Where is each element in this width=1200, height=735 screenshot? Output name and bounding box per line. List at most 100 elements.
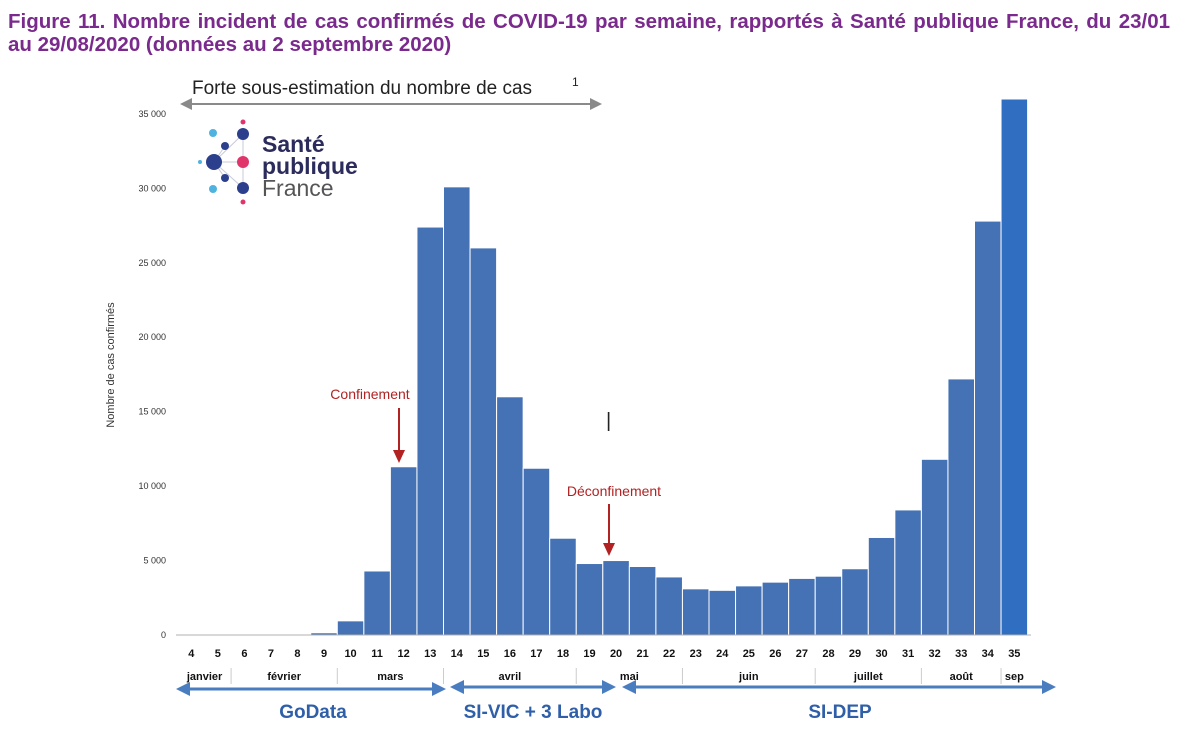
y-tick-label: 30 000	[138, 183, 166, 193]
month-label-0: janvier	[186, 671, 223, 683]
month-label-8: sep	[1005, 671, 1024, 683]
week-label-8: 8	[294, 648, 300, 660]
confinement-arrow-head	[393, 450, 405, 463]
banner-superscript: 1	[572, 75, 579, 89]
deconfinement-label: Déconfinement	[567, 483, 661, 499]
week-label-7: 7	[268, 648, 274, 660]
week-label-23: 23	[690, 648, 702, 660]
bar-week-12	[389, 466, 418, 636]
bars	[310, 98, 1029, 636]
week-label-18: 18	[557, 648, 569, 660]
sivic-arrow-left-head	[450, 680, 464, 694]
week-label-15: 15	[477, 648, 489, 660]
week-label-29: 29	[849, 648, 861, 660]
week-label-34: 34	[982, 648, 995, 660]
bar-week-25	[735, 585, 763, 636]
godata-arrow-left-head	[176, 682, 190, 696]
godata-arrow-right-head	[432, 682, 446, 696]
bar-week-16	[496, 396, 524, 636]
bar-week-14	[443, 186, 471, 636]
week-label-20: 20	[610, 648, 622, 660]
week-label-30: 30	[875, 648, 887, 660]
sivic-arrow-right-head	[602, 680, 616, 694]
underestimation-banner: Forte sous-estimation du nombre de cas 1	[180, 75, 602, 110]
month-label-7: août	[950, 671, 974, 683]
month-label-4: mai	[620, 671, 639, 683]
banner-arrow-left-head	[180, 98, 192, 110]
system-label-sivic: SI-VIC + 3 Labo	[464, 702, 603, 723]
y-tick-label: 35 000	[138, 109, 166, 119]
logo-line-2: publique	[262, 153, 358, 179]
logo-molecule-icon	[198, 119, 249, 205]
bar-week-31	[894, 509, 922, 636]
y-tick-label: 0	[161, 630, 166, 640]
month-label-2: mars	[377, 671, 403, 683]
bar-week-35	[1000, 98, 1029, 636]
month-label-5: juin	[738, 671, 759, 683]
week-label-24: 24	[716, 648, 729, 660]
week-label-13: 13	[424, 648, 436, 660]
bar-week-13	[416, 226, 445, 636]
month-label-1: février	[267, 671, 301, 683]
bar-week-27	[788, 577, 816, 636]
sidep-arrow-left-head	[622, 680, 636, 694]
week-label-10: 10	[344, 648, 356, 660]
bar-week-23	[681, 588, 710, 636]
y-axis-label: Nombre de cas confirmés	[105, 302, 117, 428]
week-label-28: 28	[822, 648, 834, 660]
y-tick-label: 10 000	[138, 481, 166, 491]
week-label-4: 4	[188, 648, 195, 660]
week-label-9: 9	[321, 648, 327, 660]
y-tick-label: 25 000	[138, 258, 166, 268]
week-label-14: 14	[451, 648, 464, 660]
system-label-sidep: SI-DEP	[808, 702, 872, 723]
y-tick-label: 5 000	[143, 556, 166, 566]
system-label-godata: GoData	[279, 702, 347, 723]
sidep-arrow-right-head	[1042, 680, 1056, 694]
bar-week-28	[814, 575, 843, 636]
figure-title: Figure 11. Nombre incident de cas confir…	[8, 10, 1170, 56]
sante-publique-france-logo: Santé publique France	[198, 119, 358, 205]
week-label-6: 6	[241, 648, 247, 660]
y-tick-label: 20 000	[138, 332, 166, 342]
week-label-35: 35	[1008, 648, 1020, 660]
confinement-label: Confinement	[330, 386, 409, 402]
week-label-16: 16	[504, 648, 516, 660]
month-label-3: avril	[499, 671, 522, 683]
bar-week-19	[575, 563, 604, 636]
week-label-33: 33	[955, 648, 967, 660]
text-cursor-mark: |	[606, 410, 611, 432]
week-label-27: 27	[796, 648, 808, 660]
bar-week-17	[522, 467, 551, 636]
bar-week-21	[628, 566, 657, 636]
week-label-12: 12	[398, 648, 410, 660]
bar-week-30	[867, 536, 896, 636]
x-axis-week-labels: 4 5 6 7 8 9 10 11 12 13 14 15 16 17 18 19 20 21 22 23 24 25 26…	[188, 648, 1020, 660]
logo-line-1: Santé	[262, 131, 325, 157]
week-label-11: 11	[371, 648, 383, 660]
week-label-17: 17	[530, 648, 542, 660]
bar-week-24	[708, 589, 737, 636]
bar-week-34	[974, 220, 1002, 636]
deconfinement-annotation: Déconfinement	[567, 483, 661, 556]
y-tick-label: 15 000	[138, 407, 166, 417]
bar-week-15	[469, 247, 498, 636]
week-label-21: 21	[637, 648, 649, 660]
bar-week-29	[841, 568, 869, 636]
bar-week-10	[336, 620, 365, 636]
logo-line-3: France	[262, 175, 334, 201]
month-label-6: juillet	[853, 671, 883, 683]
bar-week-11	[363, 570, 391, 636]
banner-text: Forte sous-estimation du nombre de cas	[192, 78, 532, 99]
bar-week-18	[549, 537, 577, 636]
bar-week-22	[655, 576, 683, 636]
week-label-19: 19	[583, 648, 595, 660]
bar-week-33	[947, 378, 976, 636]
confinement-annotation: Confinement	[330, 386, 410, 463]
week-label-32: 32	[929, 648, 941, 660]
week-label-25: 25	[743, 648, 755, 660]
week-label-26: 26	[769, 648, 781, 660]
bar-week-20	[602, 560, 630, 636]
x-axis-month-labels: janvier février mars avril mai juin juillet aoû…	[186, 668, 1024, 684]
